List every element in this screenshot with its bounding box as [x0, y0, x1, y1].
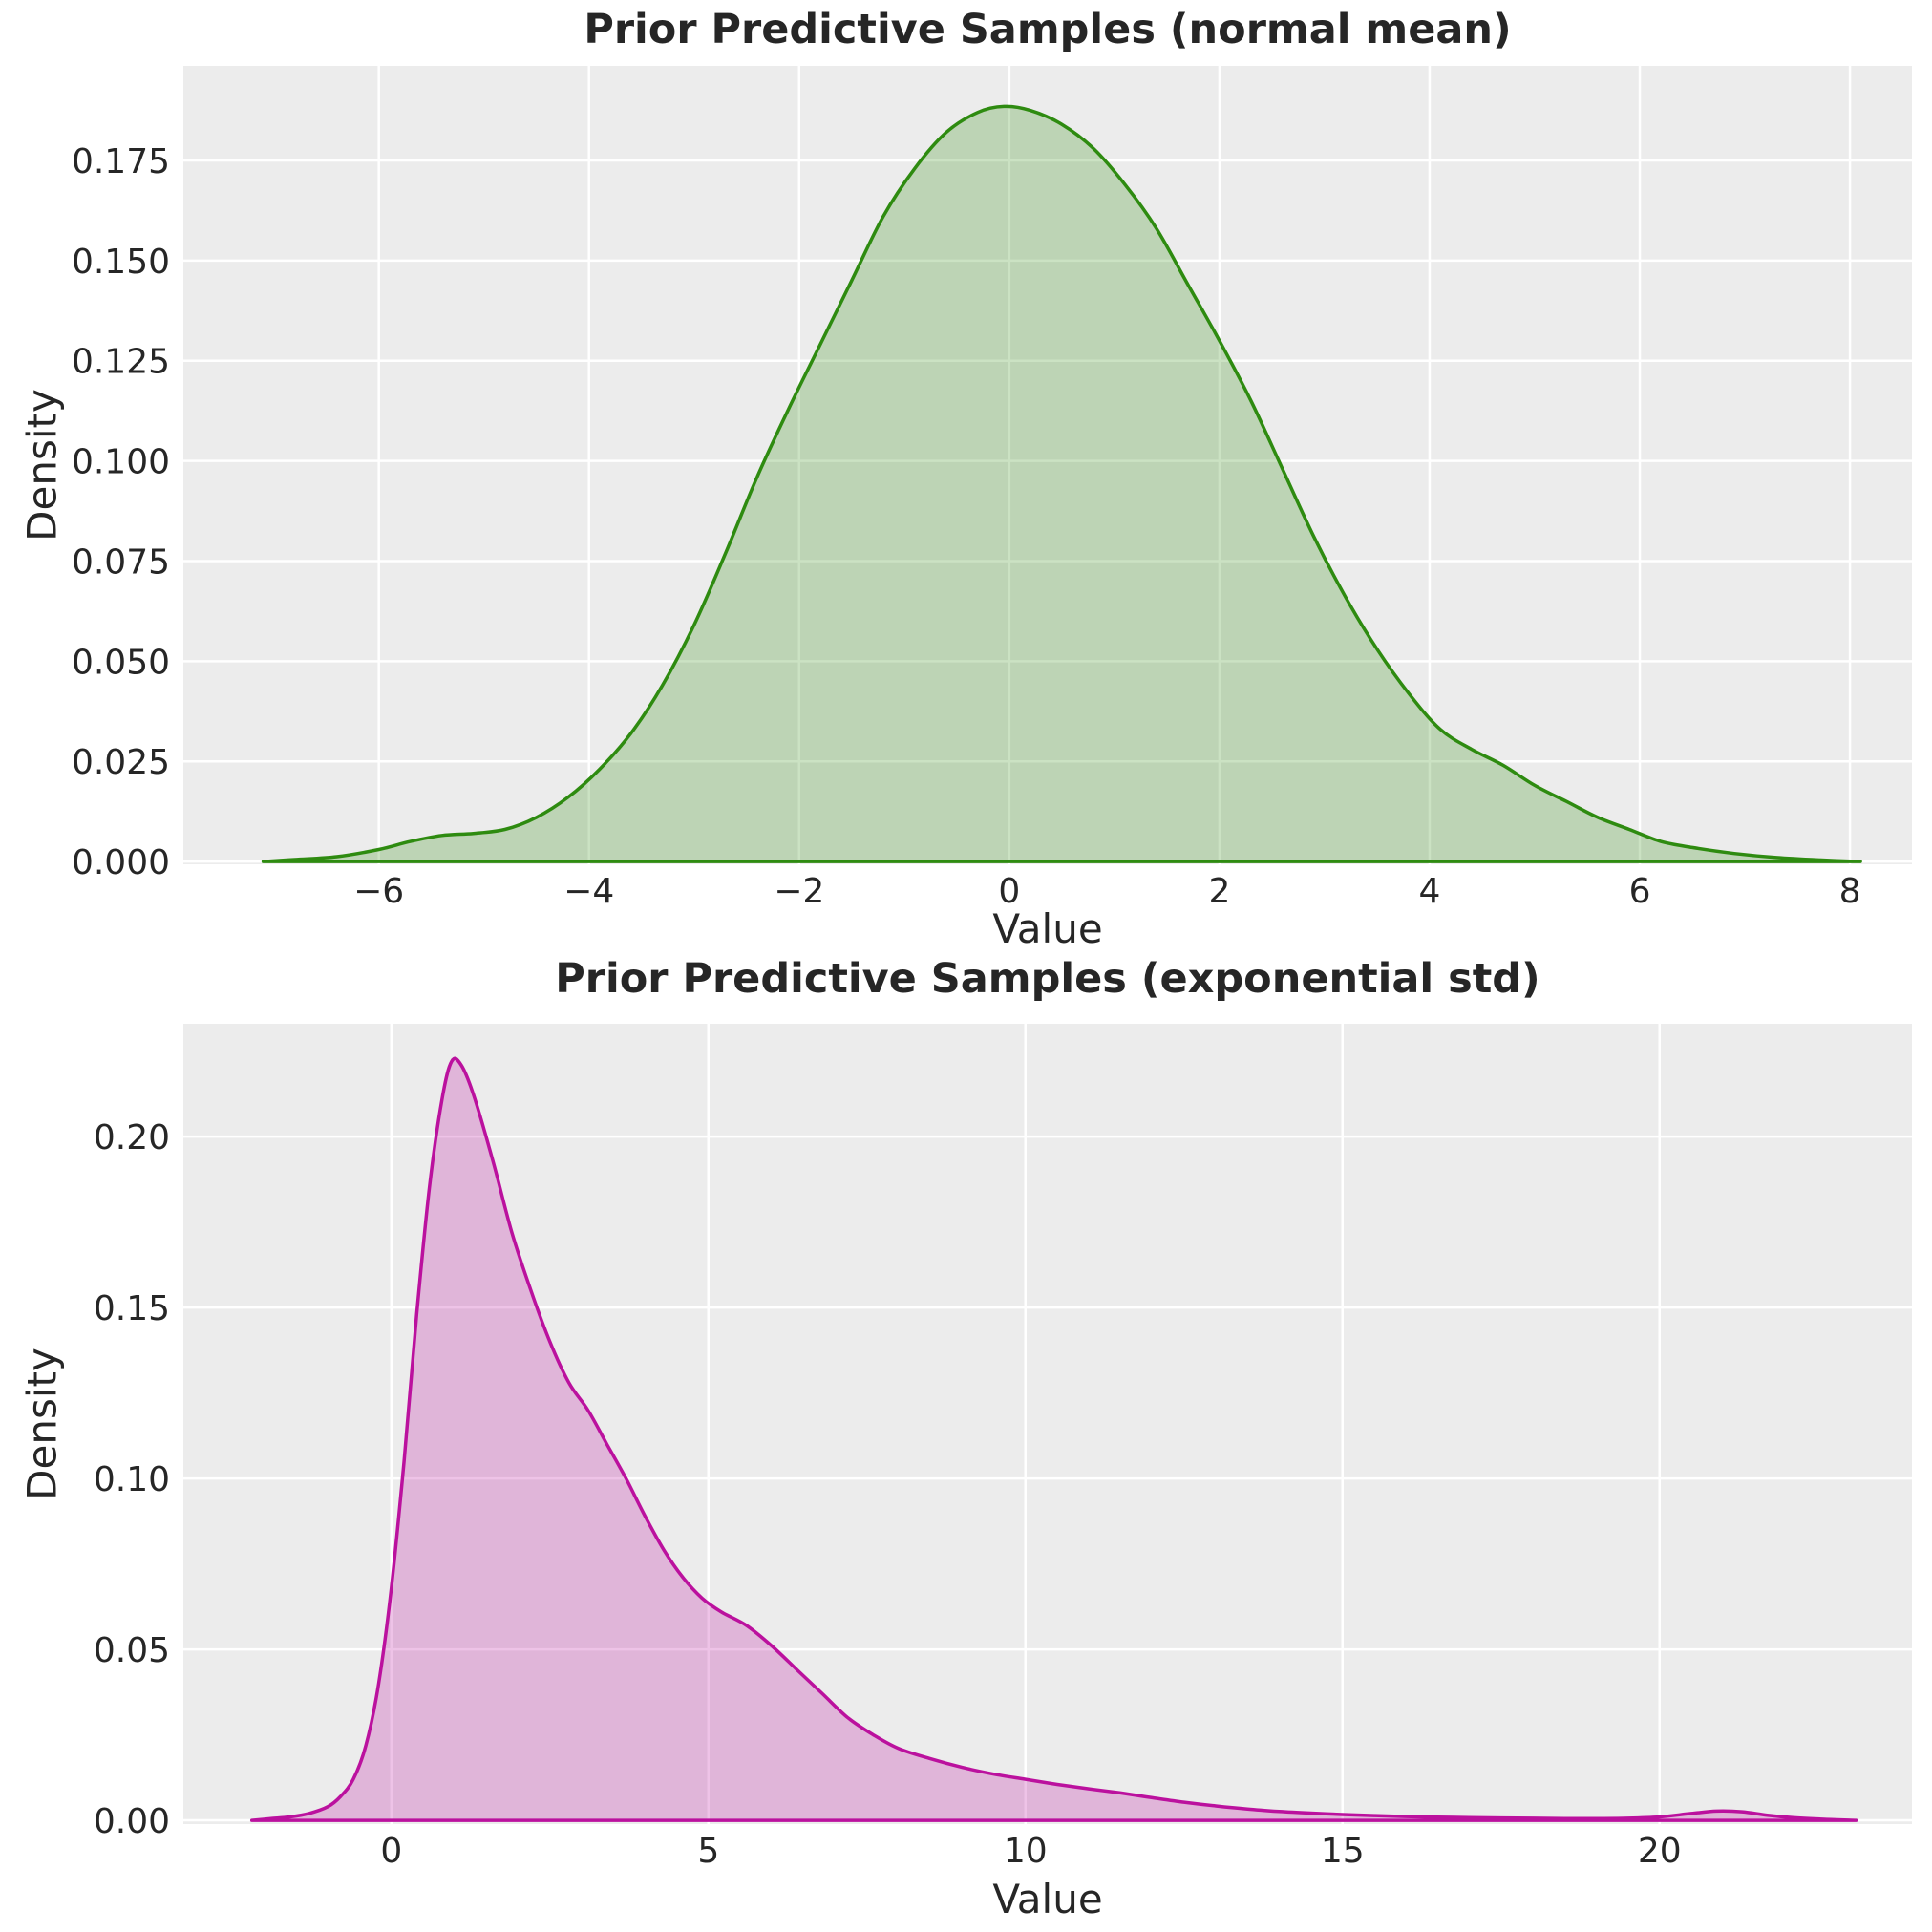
plot-area-exponential-std [183, 1024, 1912, 1824]
y-tick-label-exponential-std: 0.00 [94, 1802, 170, 1841]
x-axis-label-exponential-std: Value [992, 1876, 1103, 1922]
y-tick-label-exponential-std: 0.15 [94, 1289, 170, 1328]
kde-curve-normal-mean [261, 104, 1862, 863]
y-tick-label-normal-mean: 0.100 [72, 443, 170, 482]
y-axis-label-exponential-std: Density [18, 1348, 66, 1500]
y-tick-label-normal-mean: 0.025 [72, 743, 170, 782]
x-tick-label-normal-mean: −6 [353, 872, 404, 911]
chart-title-exponential-std: Prior Predictive Samples (exponential st… [555, 955, 1540, 1003]
y-tick-label-exponential-std: 0.20 [94, 1118, 170, 1157]
x-tick-label-normal-mean: 0 [998, 872, 1020, 911]
y-tick-label-normal-mean: 0.125 [72, 343, 170, 382]
y-tick-label-normal-mean: 0.150 [72, 243, 170, 282]
y-tick-label-normal-mean: 0.000 [72, 843, 170, 882]
y-tick-label-normal-mean: 0.050 [72, 643, 170, 682]
x-tick-label-normal-mean: −4 [563, 872, 614, 911]
y-tick-label-exponential-std: 0.05 [94, 1631, 170, 1670]
x-tick-label-normal-mean: 6 [1629, 872, 1651, 911]
kde-curve-exponential-std [249, 1056, 1858, 1822]
x-tick-label-normal-mean: −2 [774, 872, 824, 911]
y-tick-label-normal-mean: 0.175 [72, 142, 170, 181]
x-tick-label-exponential-std: 0 [380, 1832, 402, 1871]
y-tick-label-normal-mean: 0.075 [72, 542, 170, 582]
plot-area-normal-mean [183, 66, 1912, 864]
x-tick-label-normal-mean: 4 [1419, 872, 1441, 911]
x-axis-label-normal-mean: Value [992, 905, 1103, 952]
x-tick-label-normal-mean: 8 [1839, 872, 1861, 911]
chart-title-normal-mean: Prior Predictive Samples (normal mean) [584, 6, 1512, 53]
y-axis-label-normal-mean: Density [18, 389, 66, 541]
x-tick-label-exponential-std: 20 [1638, 1832, 1682, 1871]
y-tick-label-exponential-std: 0.10 [94, 1460, 170, 1499]
x-tick-label-exponential-std: 5 [697, 1832, 719, 1871]
x-tick-label-exponential-std: 10 [1004, 1832, 1048, 1871]
x-tick-label-normal-mean: 2 [1208, 872, 1230, 911]
x-tick-label-exponential-std: 15 [1321, 1832, 1365, 1871]
